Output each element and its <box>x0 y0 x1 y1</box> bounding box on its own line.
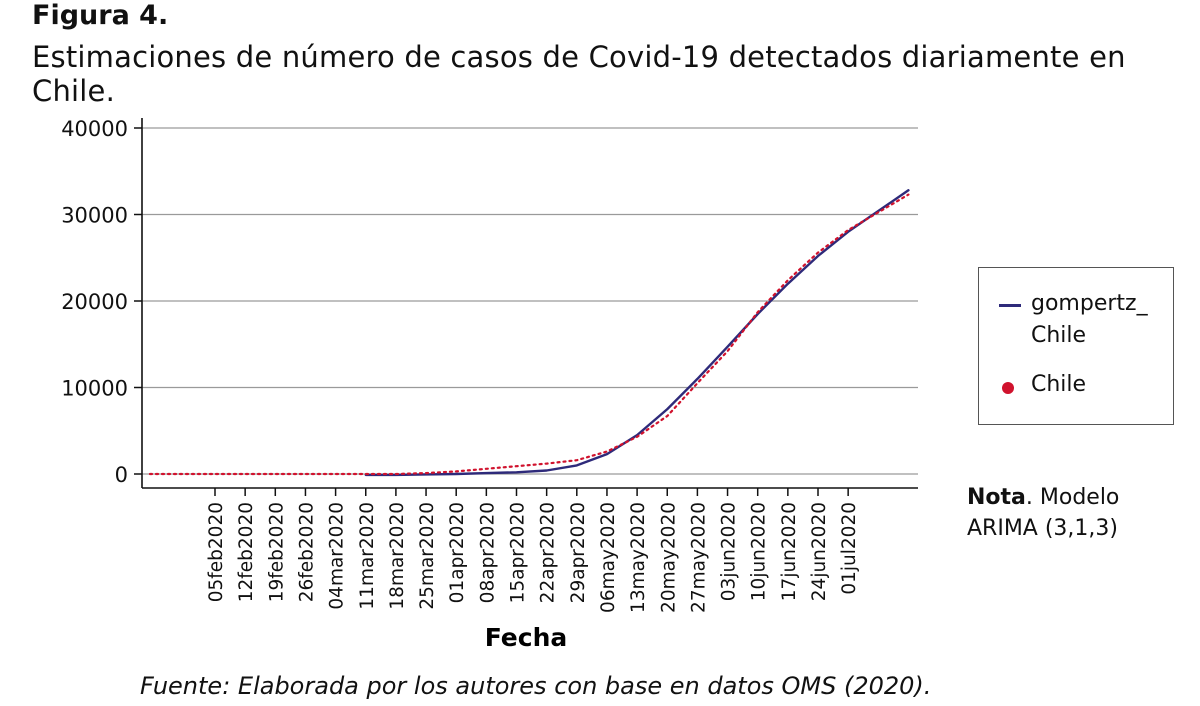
x-tick-label-18mar2020: 18mar2020 <box>387 502 408 610</box>
x-tick-label-10jun2020: 10jun2020 <box>749 502 770 601</box>
x-tick-label-03jun2020: 03jun2020 <box>719 502 740 601</box>
x-tick-label-15apr2020: 15apr2020 <box>508 502 529 603</box>
y-tick-label-10000: 10000 <box>61 377 128 401</box>
x-tick-label-06may2020: 06may2020 <box>598 502 619 613</box>
x-tick-labels: 05feb2020 12feb2020 19feb2020 26feb2020 04ma… <box>206 502 860 613</box>
note-text: . Modelo ARIMA (3,1,3) <box>967 485 1120 541</box>
legend: gompertz_ Chile Chile <box>978 267 1174 425</box>
legend-label-chile: Chile <box>1031 372 1087 397</box>
x-tick-label-22apr2020: 22apr2020 <box>538 502 559 603</box>
x-tick-label-25mar2020: 25mar2020 <box>417 502 438 610</box>
x-tick-label-13may2020: 13may2020 <box>628 502 649 613</box>
x-tick-label-19feb2020: 19feb2020 <box>266 502 287 602</box>
source-caption: Fuente: Elaborada por los autores con ba… <box>140 672 932 700</box>
y-tick-label-20000: 20000 <box>61 290 128 314</box>
x-tick-label-08apr2020: 08apr2020 <box>477 502 498 603</box>
x-tick-label-05feb2020: 05feb2020 <box>206 502 227 602</box>
x-tick-label-12feb2020: 12feb2020 <box>236 502 257 602</box>
x-tick-label-24jun2020: 24jun2020 <box>809 502 830 601</box>
x-tick-label-11mar2020: 11mar2020 <box>357 502 378 610</box>
grid-lines <box>142 127 918 475</box>
series-line-gompertz <box>364 189 910 477</box>
legend-label-gompertz: gompertz_ Chile <box>1031 291 1148 348</box>
y-tick-label-40000: 40000 <box>61 117 128 141</box>
series-line-chile <box>148 193 910 476</box>
x-tick-label-27may2020: 27may2020 <box>688 502 709 613</box>
series-lines <box>148 189 910 477</box>
x-tick-label-20may2020: 20may2020 <box>658 502 679 613</box>
y-tick-label-0: 0 <box>115 463 128 487</box>
x-tick-label-04mar2020: 04mar2020 <box>327 502 348 610</box>
x-tick-label-01jul2020: 01jul2020 <box>839 502 860 595</box>
axes <box>134 118 918 496</box>
note-bold: Nota <box>967 485 1026 510</box>
x-tick-label-01apr2020: 01apr2020 <box>447 502 468 603</box>
note: Nota. Modelo ARIMA (3,1,3) <box>967 482 1167 544</box>
y-tick-label-30000: 30000 <box>61 204 128 228</box>
x-axis-label: Fecha <box>485 623 568 652</box>
legend-line-swatch <box>999 304 1021 307</box>
x-tick-label-29apr2020: 29apr2020 <box>568 502 589 603</box>
y-tick-labels: 0 10000 20000 30000 40000 <box>61 117 128 487</box>
legend-dot-swatch <box>1002 382 1014 394</box>
figure-title: Estimaciones de número de casos de Covid… <box>32 40 1126 108</box>
figure-label: Figura 4. <box>32 0 169 31</box>
x-tick-label-26feb2020: 26feb2020 <box>296 502 317 602</box>
x-tick-label-17jun2020: 17jun2020 <box>779 502 800 601</box>
